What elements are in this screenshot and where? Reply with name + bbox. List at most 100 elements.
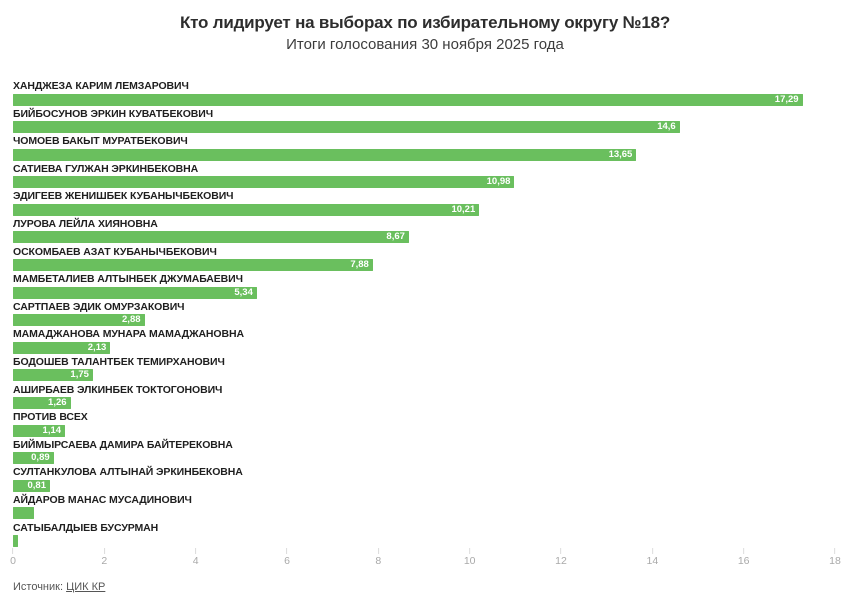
bar-value: 5,34 bbox=[234, 286, 253, 298]
axis-tick-mark bbox=[743, 548, 745, 554]
bar-label: БИЙБОСУНОВ ЭРКИН КУВАТБЕКОВИЧ bbox=[13, 107, 213, 120]
bar-value: 10,98 bbox=[486, 176, 511, 188]
bar-track: 17,29 bbox=[13, 93, 835, 106]
chart-row: АШИРБАЕВ ЭЛКИНБЕК ТОКТОГОНОВИЧ 1,26 bbox=[13, 384, 835, 412]
axis-tick-label: 0 bbox=[10, 555, 16, 567]
bar-label: ОСКОМБАЕВ АЗАТ КУБАНЫЧБЕКОВИЧ bbox=[13, 245, 217, 258]
chart-row: ХАНДЖЕЗА КАРИМ ЛЕМЗАРОВИЧ 17,29 bbox=[13, 80, 835, 108]
axis-tick: 4 bbox=[193, 548, 199, 567]
bar-value: 0,89 bbox=[31, 452, 50, 464]
bar-label: ЛУРОВА ЛЕЙЛА ХИЯНОВНА bbox=[13, 217, 158, 230]
bar: 7,88 bbox=[13, 259, 373, 272]
bar-track: 2,13 bbox=[13, 341, 835, 354]
bar: 1,75 bbox=[13, 369, 93, 382]
axis-tick-mark bbox=[560, 548, 562, 554]
bar-label: СУЛТАНКУЛОВА АЛТЫНАЙ ЭРКИНБЕКОВНА bbox=[13, 466, 243, 479]
bar-value: 1,26 bbox=[48, 397, 67, 409]
bar-label: АШИРБАЕВ ЭЛКИНБЕК ТОКТОГОНОВИЧ bbox=[13, 383, 223, 396]
bar: 2,88 bbox=[13, 314, 145, 327]
chart-row: ЛУРОВА ЛЕЙЛА ХИЯНОВНА 8,67 bbox=[13, 218, 835, 246]
chart-row: БОДОШЕВ ТАЛАНТБЕК ТЕМИРХАНОВИЧ 1,75 bbox=[13, 356, 835, 384]
axis-tick: 8 bbox=[375, 548, 381, 567]
axis-tick-label: 14 bbox=[646, 555, 659, 567]
chart-page: Кто лидирует на выборах по избирательном… bbox=[0, 12, 850, 605]
bar-track: 14,6 bbox=[13, 121, 835, 134]
bar-value: 7,88 bbox=[350, 259, 369, 271]
bar-label: САТЫБАЛДЫЕВ БУСУРМАН bbox=[13, 521, 159, 534]
bar-track: 2,88 bbox=[13, 314, 835, 327]
axis-tick-mark bbox=[12, 548, 14, 554]
bar-track: 7,88 bbox=[13, 259, 835, 272]
chart-row: ЭДИГЕЕВ ЖЕНИШБЕК КУБАНЫЧБЕКОВИЧ 10,21 bbox=[13, 190, 835, 218]
axis-tick: 10 bbox=[464, 548, 476, 567]
bar-value: 1,75 bbox=[70, 369, 89, 381]
source-label: Источник: bbox=[13, 581, 67, 593]
bar-label: САРТПАЕВ ЭДИК ОМУРЗАКОВИЧ bbox=[13, 300, 185, 313]
bar: 10,98 bbox=[13, 176, 515, 189]
axis-tick-label: 16 bbox=[737, 555, 750, 567]
chart-subtitle: Итоги голосования 30 ноября 2025 года bbox=[286, 36, 564, 53]
axis-tick-mark bbox=[286, 548, 288, 554]
bar-track: 1,14 bbox=[13, 424, 835, 437]
bar: 2,13 bbox=[13, 341, 111, 354]
axis-tick-label: 4 bbox=[192, 555, 199, 567]
axis-tick-label: 18 bbox=[829, 555, 841, 567]
bar-label: БИЙМЫРСАЕВА ДАМИРА БАЙТЕРЕКОВНА bbox=[13, 438, 233, 451]
axis-tick-label: 8 bbox=[375, 555, 382, 567]
axis-tick: 14 bbox=[646, 548, 658, 567]
bar-value: 2,13 bbox=[87, 341, 107, 353]
bar: 0,89 bbox=[13, 452, 54, 465]
chart-row: ПРОТИВ ВСЕХ 1,14 bbox=[13, 411, 835, 439]
bar-track: 13,65 bbox=[13, 148, 835, 161]
chart-row: БИЙМЫРСАЕВА ДАМИРА БАЙТЕРЕКОВНА 0,89 bbox=[13, 439, 835, 467]
bar-track bbox=[13, 507, 835, 520]
axis-tick-mark bbox=[834, 548, 836, 554]
axis-tick: 0 bbox=[10, 548, 16, 567]
chart-row: МАМБЕТАЛИЕВ АЛТЫНБЕК ДЖУМАБАЕВИЧ 5,34 bbox=[13, 273, 835, 301]
axis-tick-mark bbox=[651, 548, 653, 554]
bar-label: ЧОМОЕВ БАКЫТ МУРАТБЕКОВИЧ bbox=[13, 135, 188, 148]
chart-row: САТИЕВА ГУЛЖАН ЭРКИНБЕКОВНА 10,98 bbox=[13, 163, 835, 191]
chart-row: САРТПАЕВ ЭДИК ОМУРЗАКОВИЧ 2,88 bbox=[13, 301, 835, 329]
bar: 14,6 bbox=[13, 121, 680, 134]
bar bbox=[13, 507, 34, 520]
bar-track: 1,26 bbox=[13, 397, 835, 410]
bar-chart: ХАНДЖЕЗА КАРИМ ЛЕМЗАРОВИЧ 17,29 БИЙБОСУН… bbox=[13, 80, 835, 549]
bar-label: ПРОТИВ ВСЕХ bbox=[13, 411, 88, 424]
bar-track: 5,34 bbox=[13, 286, 835, 299]
bar-value: 1,14 bbox=[42, 424, 62, 436]
bar-label: МАМБЕТАЛИЕВ АЛТЫНБЕК ДЖУМАБАЕВИЧ bbox=[13, 273, 243, 286]
bar-label: ЭДИГЕЕВ ЖЕНИШБЕК КУБАНЫЧБЕКОВИЧ bbox=[13, 190, 234, 203]
axis-tick-label: 2 bbox=[101, 555, 108, 567]
bar-track: 1,75 bbox=[13, 369, 835, 382]
axis-tick-label: 12 bbox=[555, 555, 567, 567]
axis-tick-mark bbox=[377, 548, 379, 554]
bar: 5,34 bbox=[13, 286, 257, 299]
bar-label: САТИЕВА ГУЛЖАН ЭРКИНБЕКОВНА bbox=[13, 162, 199, 175]
bar: 17,29 bbox=[13, 93, 803, 106]
axis-tick-mark bbox=[195, 548, 197, 554]
bar: 1,26 bbox=[13, 397, 71, 410]
chart-row: СУЛТАНКУЛОВА АЛТЫНАЙ ЭРКИНБЕКОВНА 0,81 bbox=[13, 466, 835, 494]
bar-value: 14,6 bbox=[657, 121, 676, 133]
bar-value: 10,21 bbox=[451, 203, 476, 215]
chart-title: Кто лидирует на выборах по избирательном… bbox=[179, 13, 671, 32]
bar-track: 0,81 bbox=[13, 479, 835, 492]
bar-label: БОДОШЕВ ТАЛАНТБЕК ТЕМИРХАНОВИЧ bbox=[13, 355, 225, 368]
axis-tick-label: 6 bbox=[284, 555, 290, 567]
axis-tick-mark bbox=[103, 548, 105, 554]
axis-tick-mark bbox=[469, 548, 471, 554]
chart-row: МАМАДЖАНОВА МУНАРА МАМАДЖАНОВНА 2,13 bbox=[13, 328, 835, 356]
bar bbox=[13, 535, 19, 547]
chart-row: БИЙБОСУНОВ ЭРКИН КУВАТБЕКОВИЧ 14,6 bbox=[13, 108, 835, 136]
bar: 13,65 bbox=[13, 148, 637, 161]
axis-tick: 6 bbox=[284, 548, 290, 567]
bar-value: 2,88 bbox=[122, 314, 141, 326]
bar-value: 8,67 bbox=[386, 231, 405, 243]
bar-label: АЙДАРОВ МАНАС МУСАДИНОВИЧ bbox=[13, 493, 192, 506]
chart-row: САТЫБАЛДЫЕВ БУСУРМАН bbox=[13, 522, 835, 550]
bar-label: МАМАДЖАНОВА МУНАРА МАМАДЖАНОВНА bbox=[13, 328, 244, 341]
axis-tick: 18 bbox=[829, 548, 841, 567]
chart-row: ОСКОМБАЕВ АЗАТ КУБАНЫЧБЕКОВИЧ 7,88 bbox=[13, 246, 835, 274]
source-link[interactable]: ЦИК КР bbox=[66, 581, 106, 593]
